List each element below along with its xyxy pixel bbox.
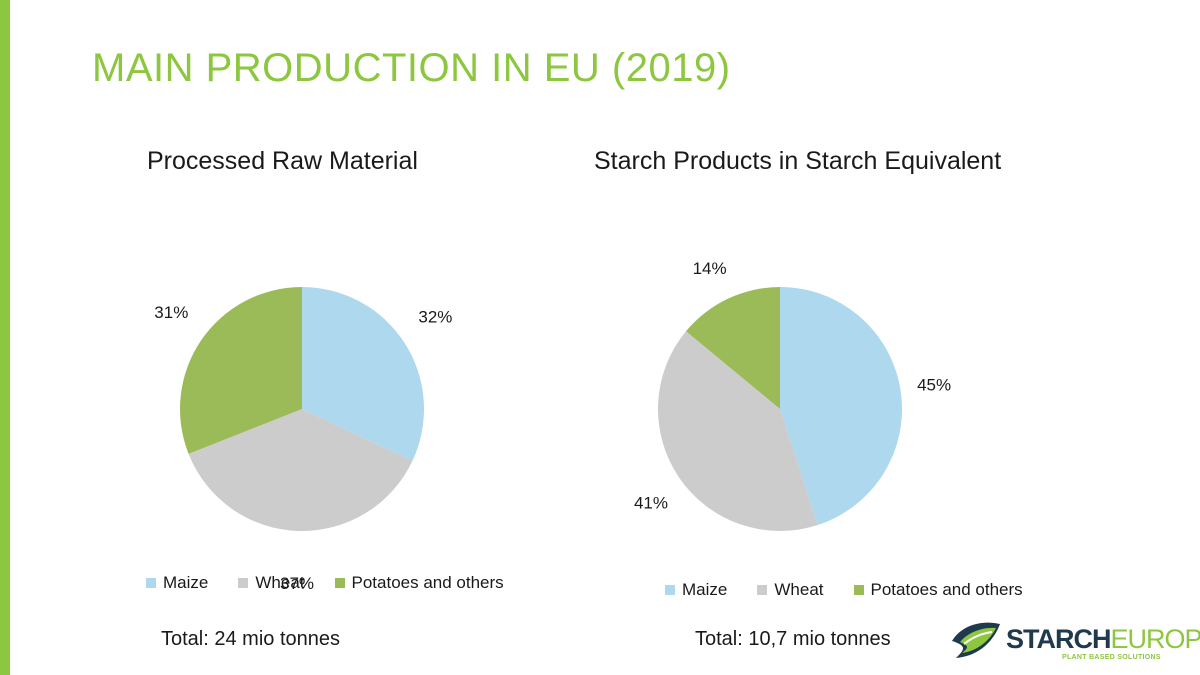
legend-item-maize: Maize (665, 580, 727, 600)
data-label-maize: 45% (917, 376, 951, 395)
legend-swatch-potatoes (334, 578, 345, 588)
chart-title-starch-products: Starch Products in Starch Equivalent (594, 147, 1002, 175)
legend-label: Wheat (255, 573, 305, 592)
legend-swatch-wheat (757, 585, 768, 595)
legend-starch-products: Maize Wheat Potatoes and others (665, 580, 1023, 600)
legend-label: Maize (163, 573, 209, 592)
legend-item-wheat: Wheat (757, 580, 824, 600)
pie-slice-potatoes (179, 287, 302, 454)
legend-item-maize: Maize (146, 573, 208, 593)
logo-wordmark-part1: STARCH (1006, 624, 1111, 654)
total-raw-material: Total: 24 mio tonnes (161, 628, 340, 650)
legend-raw-material: Maize Wheat Potatoes and others (146, 573, 504, 593)
logo-wordmark-part2: EUROPE (1110, 624, 1200, 654)
legend-swatch-wheat (238, 578, 249, 588)
page-title: MAIN PRODUCTION IN EU (2019) (92, 46, 731, 90)
chart-title-raw-material: Processed Raw Material (147, 147, 418, 175)
legend-label: Wheat (774, 580, 824, 599)
pie-slice-potatoes (685, 287, 780, 409)
data-label-potatoes: 14% (693, 259, 727, 278)
pie-slice-wheat (188, 409, 413, 531)
legend-label: Potatoes and others (870, 580, 1023, 599)
data-label-wheat: 37% (280, 574, 314, 593)
pie-slice-maize (780, 287, 902, 526)
starch-europe-logo: STARCHEUROPE PLANT BASED SOLUTIONS (950, 620, 1200, 665)
left-accent-bar (0, 0, 10, 675)
legend-swatch-maize (665, 585, 675, 595)
data-label-wheat: 41% (634, 494, 668, 513)
logo-tagline: PLANT BASED SOLUTIONS (1062, 654, 1161, 661)
legend-item-potatoes: Potatoes and others (334, 573, 504, 593)
legend-item-wheat: Wheat (238, 573, 305, 593)
legend-swatch-potatoes (853, 585, 864, 595)
legend-item-potatoes: Potatoes and others (853, 580, 1023, 600)
legend-label: Potatoes and others (351, 573, 504, 592)
pie-slice-maize (302, 287, 424, 461)
total-starch-products: Total: 10,7 mio tonnes (695, 628, 891, 650)
legend-label: Maize (682, 580, 728, 599)
legend-swatch-maize (146, 578, 156, 588)
leaf-logo-icon (952, 622, 1000, 658)
logo-wordmark: STARCHEUROPE (1006, 624, 1200, 655)
data-label-potatoes: 31% (154, 303, 188, 322)
pie-slice-wheat (658, 331, 818, 531)
data-label-maize: 32% (418, 307, 452, 326)
